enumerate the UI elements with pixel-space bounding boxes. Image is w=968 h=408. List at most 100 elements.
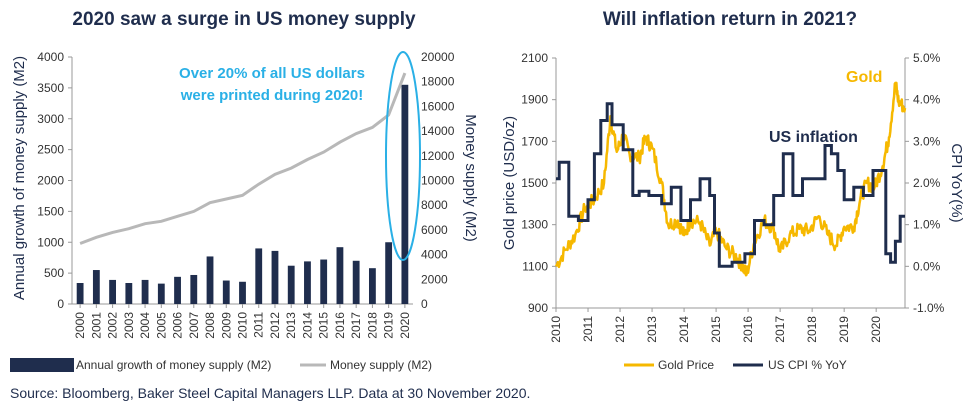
left-x-tick-label: 2009: [219, 312, 233, 339]
right-y2-tick-label: 2.0%: [913, 176, 941, 190]
left-x-tick-label: 2001: [89, 312, 103, 339]
bar-m2-growth: [352, 260, 360, 304]
left-y2-tick-label: 12000: [421, 149, 455, 163]
left-chart-title: 2020 saw a surge in US money supply: [72, 9, 416, 30]
bar-m2-growth: [320, 259, 328, 304]
right-y-tick-label: 2100: [521, 51, 548, 65]
left-y-tick-label: 2000: [37, 174, 64, 188]
left-plot-area: 0 500 1000 1500 2000 2500 3000 3500 4000 0 2000 400…: [37, 50, 454, 339]
left-x-tick-label: 2000: [73, 312, 87, 339]
callout-line-1: Over 20% of all US dollars: [179, 65, 365, 82]
source-note: Source: Bloomberg, Baker Steel Capital M…: [10, 385, 530, 401]
left-y2-tick-label: 0: [421, 297, 428, 311]
left-y2-tick-label: 2000: [421, 272, 448, 286]
left-y2-tick-label: 4000: [421, 248, 448, 262]
left-x-tick-label: 2008: [203, 312, 217, 339]
left-y2-tick-label: 10000: [421, 174, 455, 188]
left-y2-tick-label: 16000: [421, 99, 455, 113]
legend-label-cpi: US CPI % YoY: [768, 358, 847, 372]
left-y2-tick-label: 18000: [421, 75, 455, 89]
left-y2-tick-label: 14000: [421, 124, 455, 138]
bar-m2-growth: [92, 270, 100, 304]
left-x-tick-label: 2013: [284, 312, 298, 339]
bar-m2-growth: [141, 279, 149, 304]
right-y-tick-label: 1900: [521, 93, 548, 107]
line-us-cpi: [556, 102, 905, 268]
left-y-tick-label: 0: [57, 297, 64, 311]
right-y-axis-label: Gold price (USD/oz): [501, 116, 518, 250]
bar-m2-growth: [255, 248, 263, 304]
bar-m2-growth: [368, 268, 376, 304]
line-gold-price: [554, 81, 907, 277]
right-x-tick-label: 2020: [869, 316, 883, 343]
bar-m2-growth: [385, 242, 393, 304]
right-y2-tick-label: 0.0%: [913, 259, 941, 273]
legend-label-gold: Gold Price: [658, 358, 714, 372]
right-x-tick-label: 2010: [549, 316, 563, 343]
left-x-tick-label: 2019: [382, 312, 396, 339]
right-y-tick-label: 1300: [521, 218, 548, 232]
left-y-tick-label: 3500: [37, 81, 64, 95]
left-x-tick-label: 2014: [300, 312, 314, 339]
left-x-tick-label: 2002: [106, 312, 120, 339]
left-x-tick-label: 2011: [252, 312, 266, 338]
left-x-tick-label: 2005: [154, 312, 168, 339]
money-supply-chart: 2020 saw a surge in US money supply 0 500…: [10, 9, 479, 372]
right-y2-tick-label: 4.0%: [913, 93, 941, 107]
left-x-tick-label: 2003: [122, 312, 136, 339]
left-y-tick-label: 3000: [37, 112, 64, 126]
bar-m2-growth: [109, 279, 117, 304]
bar-m2-growth: [76, 283, 84, 304]
right-y-tick-label: 900: [528, 301, 548, 315]
left-y-tick-label: 500: [44, 266, 64, 280]
right-plot-area: 900 1100 1300 1500 1700 1900 2100 -1.0% 0.0% 1.0%…: [521, 51, 944, 343]
line-m2-money-supply: [79, 72, 407, 245]
left-x-tick-label: 2015: [317, 312, 331, 339]
left-y2-tick-label: 8000: [421, 198, 448, 212]
right-y2-tick-label: 3.0%: [913, 134, 941, 148]
left-x-tick-label: 2012: [268, 312, 282, 339]
left-x-tick-label: 2020: [398, 312, 412, 339]
right-x-tick-label: 2017: [773, 316, 787, 343]
right-y-tick-label: 1700: [521, 134, 548, 148]
right-x-tick-label: 2015: [709, 316, 723, 343]
left-x-tick-label: 2018: [365, 312, 379, 339]
left-x-tick-label: 2006: [171, 312, 185, 339]
bar-m2-growth: [336, 247, 344, 304]
left-x-tick-label: 2007: [187, 312, 201, 339]
left-x-tick-label: 2010: [236, 312, 250, 339]
gold-annotation: Gold: [846, 69, 882, 86]
legend-label-m2-line: Money supply (M2): [330, 358, 432, 372]
left-y2-tick-label: 20000: [421, 50, 455, 64]
left-y-tick-label: 1000: [37, 235, 64, 249]
left-x-tick-label: 2016: [333, 312, 347, 339]
left-y-axis-label: Annual growth of money supply (M2): [11, 56, 28, 300]
right-y-tick-label: 1100: [522, 259, 548, 273]
bar-m2-growth: [190, 274, 198, 304]
right-x-tick-label: 2011: [581, 316, 595, 342]
bar-m2-growth: [157, 283, 165, 304]
right-y2-tick-label: -1.0%: [913, 301, 945, 315]
right-x-tick-label: 2019: [837, 316, 851, 343]
inflation-annotation: US inflation: [769, 129, 858, 146]
gold-inflation-chart: Will inflation return in 2021? 900 1100 13…: [501, 9, 965, 372]
callout-line-2: were printed during 2020!: [180, 87, 364, 104]
bar-m2-growth: [239, 281, 246, 304]
bar-m2-growth: [206, 256, 214, 304]
left-y2-axis-label: Money supply (M2): [462, 114, 479, 242]
bar-m2-growth: [287, 265, 295, 304]
bar-m2-growth: [222, 280, 230, 304]
right-y2-tick-label: 1.0%: [913, 218, 941, 232]
right-x-tick-label: 2016: [741, 316, 755, 343]
right-y-tick-label: 1500: [521, 176, 548, 190]
bar-m2-growth: [304, 261, 311, 304]
right-x-tick-label: 2013: [645, 316, 659, 343]
left-y2-tick-label: 6000: [421, 223, 448, 237]
right-x-tick-label: 2012: [613, 316, 627, 343]
left-x-tick-label: 2004: [138, 312, 152, 339]
right-chart-title: Will inflation return in 2021?: [603, 9, 857, 30]
callout-ellipse: [385, 51, 421, 261]
right-y2-tick-label: 5.0%: [913, 51, 941, 65]
bar-m2-growth: [271, 250, 279, 304]
